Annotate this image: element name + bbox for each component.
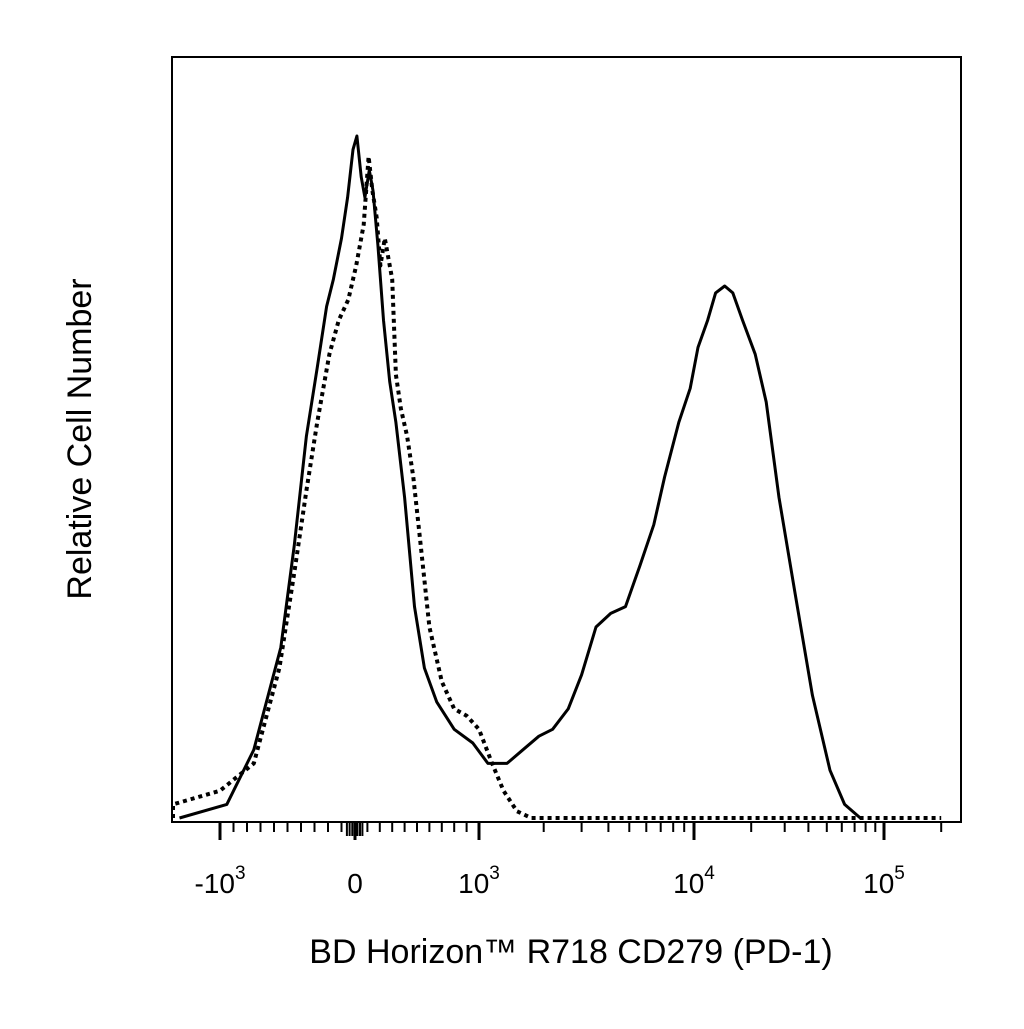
x-axis-ticks xyxy=(218,822,943,840)
x-tick-label: -103 xyxy=(194,863,245,899)
x-axis-title: BD Horizon™ R718 CD279 (PD-1) xyxy=(309,933,832,971)
x-tick-label: 0 xyxy=(347,868,363,899)
series-layer xyxy=(171,134,942,820)
x-tick-label: 103 xyxy=(458,863,500,899)
plot-frame xyxy=(171,56,962,823)
y-axis-title: Relative Cell Number xyxy=(61,278,99,599)
x-tick-label: 104 xyxy=(673,863,715,899)
histogram-line-solid xyxy=(179,134,862,820)
histogram-line-dotted xyxy=(171,154,942,820)
x-axis-tick-labels: -103 0 103 104 105 xyxy=(194,863,904,899)
x-tick-label: 105 xyxy=(863,863,905,899)
